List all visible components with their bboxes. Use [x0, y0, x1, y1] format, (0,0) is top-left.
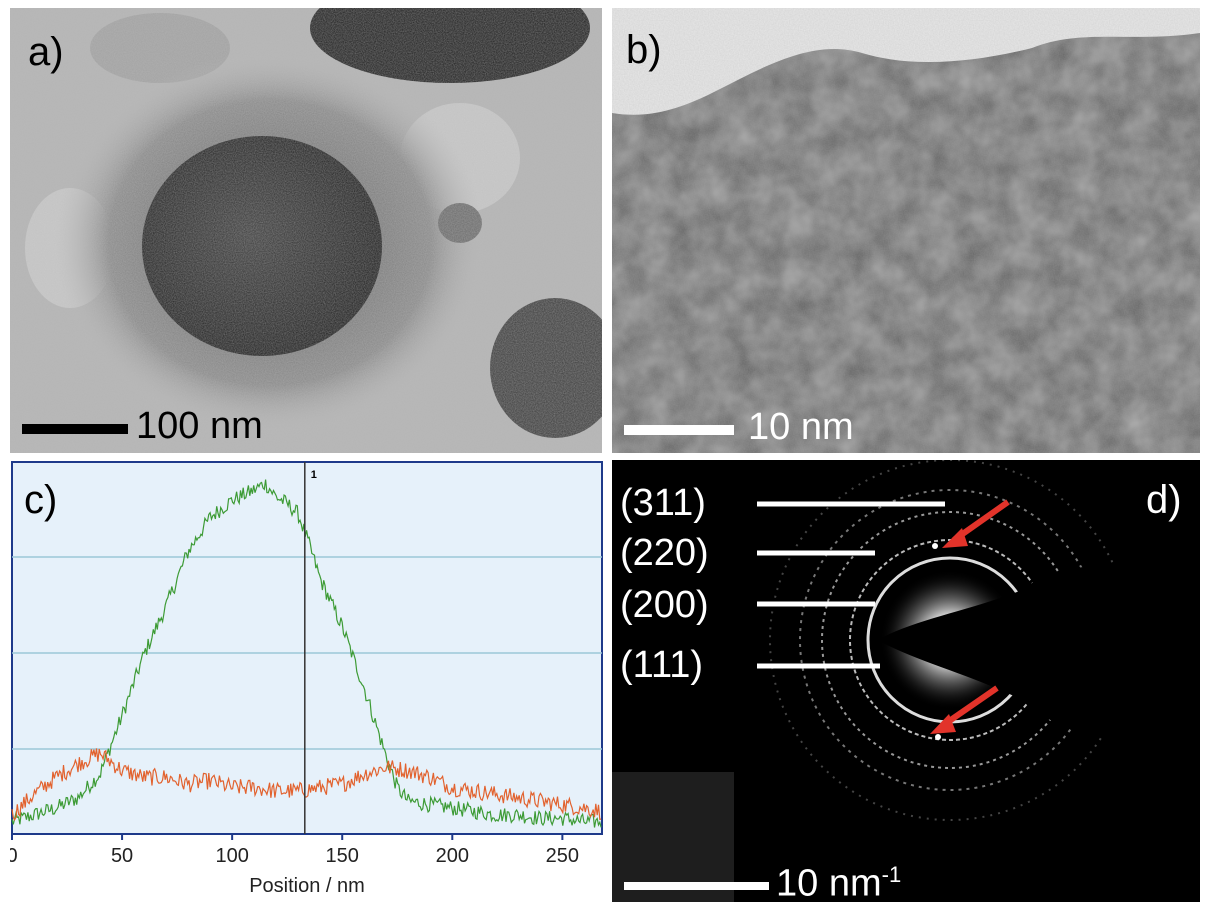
- series-line-green: [11, 479, 602, 828]
- panel-label-b: b): [626, 28, 662, 72]
- panel-label-c: c): [24, 478, 58, 522]
- ring-label-220: (220): [620, 532, 709, 574]
- line-profile-chart: 1 0 50 100 150 200 250 Position / nm: [10, 461, 603, 897]
- scale-label-d: 10 nm-1: [776, 862, 902, 903]
- line-profile-panel-c: 1 0 50 100 150 200 250 Position / nm c): [10, 460, 604, 909]
- tem-micrograph-a: [10, 8, 602, 453]
- panel-label-d: d): [1146, 478, 1182, 522]
- red-arrow-icon: [930, 685, 999, 734]
- red-arrow-icon: [942, 499, 1010, 548]
- cursor-marker-label: 1: [311, 469, 317, 481]
- scale-label-d-text: 10 nm: [776, 862, 882, 902]
- x-axis-label: Position / nm: [249, 875, 365, 897]
- ring-label-111: (111): [620, 644, 704, 686]
- scale-bar-d: [624, 882, 769, 890]
- tem-image-panel-a: a) 100 nm: [10, 8, 602, 453]
- x-tick-label: 0: [10, 845, 18, 867]
- x-tick-label: 250: [546, 845, 579, 867]
- x-tick-label: 100: [215, 845, 248, 867]
- scale-label-a: 100 nm: [136, 405, 263, 447]
- ring-label-311: (311): [620, 482, 706, 524]
- tem-image-panel-b: b) 10 nm: [612, 8, 1200, 453]
- series-line-orange: [11, 748, 602, 822]
- plot-area: [11, 461, 603, 835]
- tem-micrograph-b: [612, 8, 1200, 453]
- x-tick-label: 150: [326, 845, 359, 867]
- scale-bar-b: [624, 425, 734, 435]
- scale-label-b: 10 nm: [748, 406, 854, 448]
- ring-label-200: (200): [620, 584, 709, 626]
- x-tick-label: 200: [436, 845, 469, 867]
- scale-label-d-superscript: -1: [881, 862, 902, 887]
- panel-label-a: a): [28, 30, 64, 74]
- diffraction-panel-d: d) (311) (220) (200) (111) 10 nm-1: [612, 460, 1200, 902]
- x-tick-label: 50: [111, 845, 133, 867]
- scale-bar-a: [22, 424, 128, 434]
- diffraction-pattern: [612, 460, 1200, 902]
